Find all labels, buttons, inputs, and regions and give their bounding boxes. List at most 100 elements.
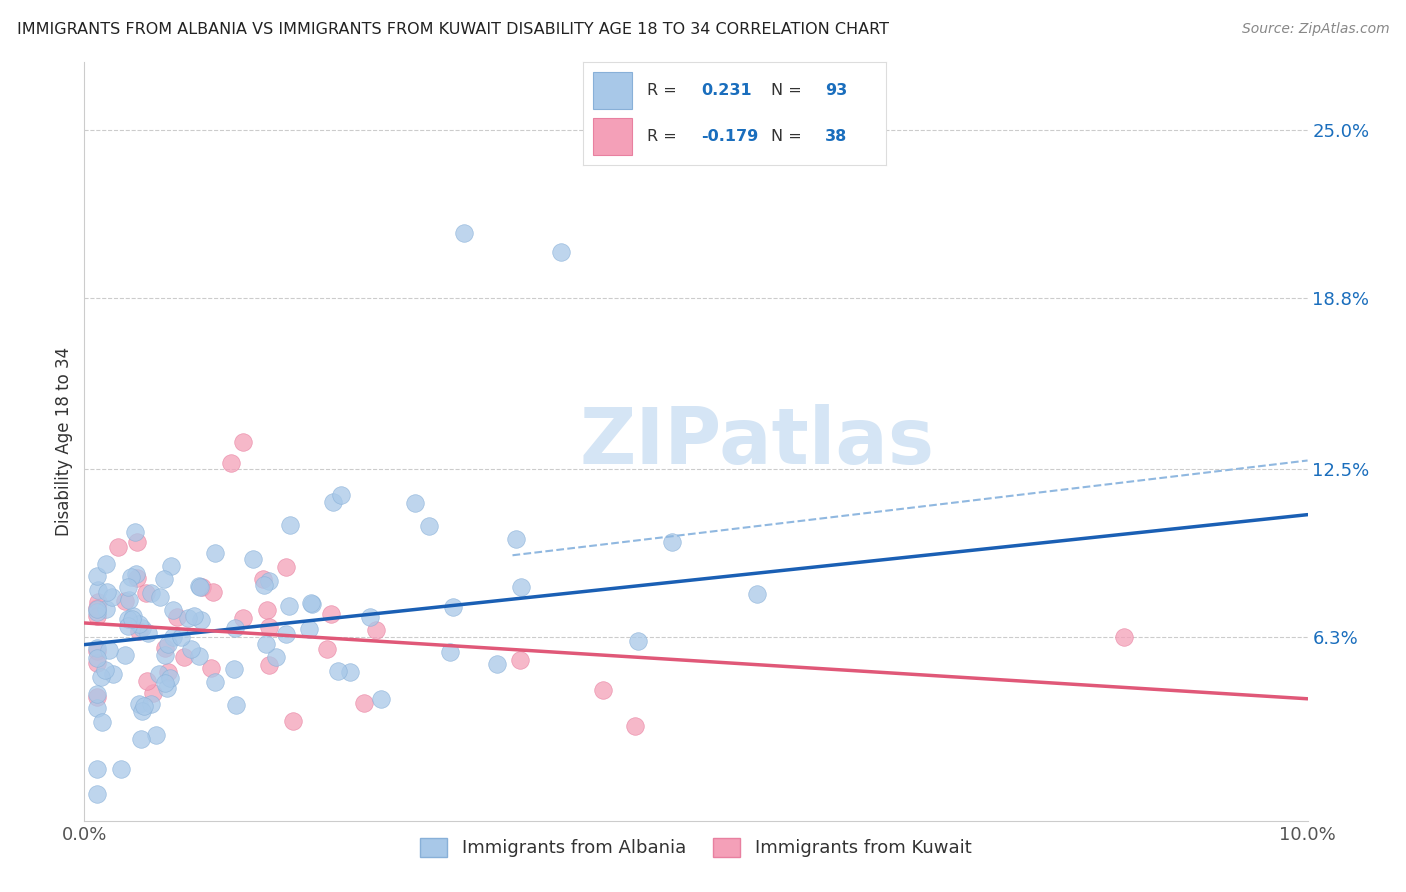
Point: [328, 665, 350, 679]
Point: [86, 787, 108, 801]
Point: [219, 456, 242, 470]
Point: [453, 226, 475, 240]
Point: [661, 534, 683, 549]
Point: [107, 540, 129, 554]
Point: [124, 524, 146, 539]
Point: [159, 671, 181, 685]
Text: 38: 38: [825, 128, 848, 144]
Point: [90, 670, 112, 684]
Point: [148, 666, 170, 681]
Point: [86, 569, 108, 583]
Point: [242, 551, 264, 566]
Point: [359, 609, 381, 624]
Text: -0.179: -0.179: [702, 128, 759, 144]
FancyBboxPatch shape: [592, 118, 631, 155]
Point: [86, 608, 108, 623]
Point: [256, 603, 278, 617]
Point: [232, 611, 254, 625]
Point: [316, 642, 339, 657]
Point: [141, 697, 163, 711]
Point: [153, 572, 176, 586]
Point: [370, 691, 392, 706]
Point: [276, 560, 298, 574]
Point: [86, 690, 108, 705]
Point: [485, 657, 508, 671]
Point: [97, 642, 120, 657]
Point: [135, 586, 157, 600]
Point: [201, 584, 224, 599]
Point: [121, 609, 143, 624]
Point: [1114, 630, 1136, 644]
Point: [131, 704, 153, 718]
Point: [259, 620, 281, 634]
Point: [366, 624, 388, 638]
Point: [190, 613, 212, 627]
Point: [128, 698, 150, 712]
Point: [127, 571, 149, 585]
Point: [132, 698, 155, 713]
Point: [257, 574, 280, 588]
Point: [86, 602, 108, 616]
Text: N =: N =: [770, 83, 801, 97]
Point: [86, 701, 108, 715]
Point: [204, 545, 226, 559]
Text: 0.231: 0.231: [702, 83, 752, 97]
Point: [87, 595, 110, 609]
Point: [117, 619, 139, 633]
Point: [90, 714, 112, 729]
Text: Source: ZipAtlas.com: Source: ZipAtlas.com: [1241, 22, 1389, 37]
Point: [153, 648, 176, 662]
Point: [118, 592, 141, 607]
Point: [87, 582, 110, 597]
Point: [329, 488, 352, 502]
Point: [418, 519, 440, 533]
Point: [505, 532, 527, 546]
Point: [129, 732, 152, 747]
Point: [404, 496, 426, 510]
Point: [117, 581, 139, 595]
Point: [86, 644, 108, 658]
Point: [254, 637, 277, 651]
Point: [136, 626, 159, 640]
Point: [443, 600, 465, 615]
Point: [86, 656, 108, 670]
Point: [550, 244, 572, 259]
Point: [204, 675, 226, 690]
Point: [298, 622, 321, 636]
Point: [96, 602, 118, 616]
Point: [142, 686, 165, 700]
Point: [136, 674, 159, 689]
Point: [225, 698, 247, 713]
Point: [747, 587, 769, 601]
Point: [222, 662, 245, 676]
Point: [173, 650, 195, 665]
Point: [131, 621, 153, 635]
Legend: Immigrants from Albania, Immigrants from Kuwait: Immigrants from Albania, Immigrants from…: [413, 830, 979, 864]
Point: [283, 714, 305, 728]
Point: [101, 667, 124, 681]
Point: [510, 580, 533, 594]
Point: [121, 612, 143, 626]
Point: [86, 605, 108, 619]
Point: [274, 627, 297, 641]
Point: [592, 682, 614, 697]
Point: [277, 599, 299, 613]
Point: [191, 580, 214, 594]
Point: [187, 579, 209, 593]
Point: [128, 624, 150, 638]
Point: [439, 645, 461, 659]
Point: [162, 602, 184, 616]
Point: [509, 653, 531, 667]
Point: [301, 597, 323, 611]
Point: [114, 594, 136, 608]
Y-axis label: Disability Age 18 to 34: Disability Age 18 to 34: [55, 347, 73, 536]
Point: [264, 650, 287, 665]
Point: [149, 590, 172, 604]
Point: [127, 535, 149, 549]
Point: [145, 728, 167, 742]
Point: [94, 558, 117, 572]
Point: [155, 640, 177, 655]
Point: [157, 637, 180, 651]
Text: IMMIGRANTS FROM ALBANIA VS IMMIGRANTS FROM KUWAIT DISABILITY AGE 18 TO 34 CORREL: IMMIGRANTS FROM ALBANIA VS IMMIGRANTS FR…: [17, 22, 889, 37]
Point: [114, 648, 136, 662]
